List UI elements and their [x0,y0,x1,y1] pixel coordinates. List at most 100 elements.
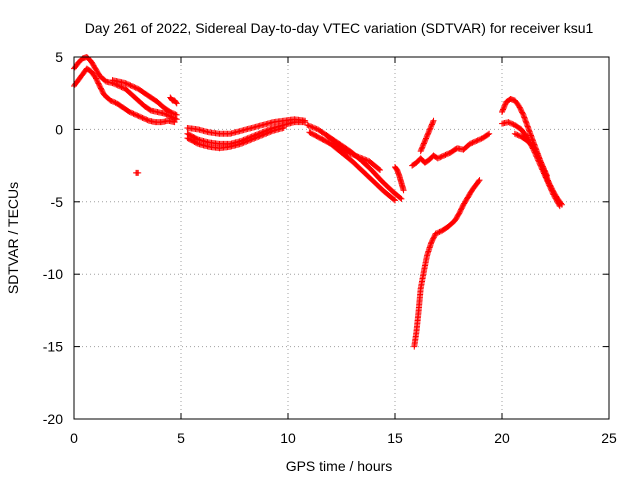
data-point [505,119,512,126]
data-point [542,168,549,175]
data-point [417,148,424,155]
data-point [476,177,483,184]
data-point [507,120,514,127]
data-point [539,162,546,169]
data-point [171,110,178,117]
data-point [138,114,145,121]
data-point [344,149,351,156]
data-point [519,110,526,117]
data-point [264,130,271,137]
data-point [547,184,554,191]
data-point [140,115,147,122]
data-point [127,82,134,89]
data-point [429,118,436,125]
data-point [537,158,544,165]
data-point [441,152,448,159]
data-point [551,194,558,201]
data-point [390,196,397,203]
data-point [556,203,563,210]
data-point [377,166,384,173]
data-point [119,84,126,91]
data-point [255,133,262,140]
data-point [173,111,180,118]
chart-title: Day 261 of 2022, Sidereal Day-to-day VTE… [85,20,594,36]
data-point [144,117,151,124]
data-point [109,98,116,105]
data-point [237,140,244,147]
data-point [347,150,354,157]
data-point [163,111,170,118]
data-point [128,82,135,89]
data-point [546,182,553,189]
data-point [350,151,357,158]
data-point [445,150,452,157]
data-point [245,137,252,144]
data-point [427,125,434,132]
data-point [474,137,481,144]
x-axis-label: GPS time / hours [286,458,393,474]
data-point [511,130,518,137]
data-point [244,138,251,145]
data-point [354,153,361,160]
data-point [534,153,541,160]
data-point [545,181,552,188]
data-point [420,140,427,147]
data-point [437,154,444,161]
data-point [423,135,430,142]
y-tick-label: -5 [51,194,64,210]
x-tick-label: 10 [280,430,296,446]
data-point [553,196,560,203]
data-point [142,115,149,122]
data-point [305,122,312,129]
data-point [108,98,115,105]
data-point [466,140,473,147]
data-point [260,131,267,138]
data-point [247,137,254,144]
data-point [193,140,200,147]
data-point [429,120,436,127]
data-point [475,136,482,143]
data-point [425,129,432,136]
data-point [169,110,176,117]
data-point [443,151,450,158]
data-point [542,170,549,177]
data-point [475,178,482,185]
data-point [168,109,175,116]
y-tick-label: -20 [43,411,63,427]
data-point [240,139,247,146]
data-point [553,197,560,204]
data-point [551,192,558,199]
data-point [473,137,480,144]
x-tick-label: 25 [601,430,617,446]
data-point [421,137,428,144]
data-point [500,105,507,112]
data-point [543,171,550,178]
data-point [556,201,563,208]
data-point [419,144,426,151]
y-tick-label: 5 [55,49,63,65]
data-point [360,156,367,163]
data-point [167,109,174,116]
data-point [428,122,435,129]
data-point [243,138,250,145]
data-point [548,187,555,194]
data-point [477,136,484,143]
data-point [239,140,246,147]
data-point [348,151,355,158]
data-point [131,84,138,91]
data-point [162,111,169,118]
data-points [71,54,565,350]
data-point [540,164,547,171]
data-point [533,150,540,157]
data-point [548,186,555,193]
data-point [172,111,179,118]
data-point [266,129,273,136]
data-point [267,128,274,135]
data-point [541,167,548,174]
data-point [531,145,538,152]
data-point [552,195,559,202]
data-point [426,126,433,133]
data-point [252,134,259,141]
data-point [541,166,548,173]
data-point [362,156,369,163]
